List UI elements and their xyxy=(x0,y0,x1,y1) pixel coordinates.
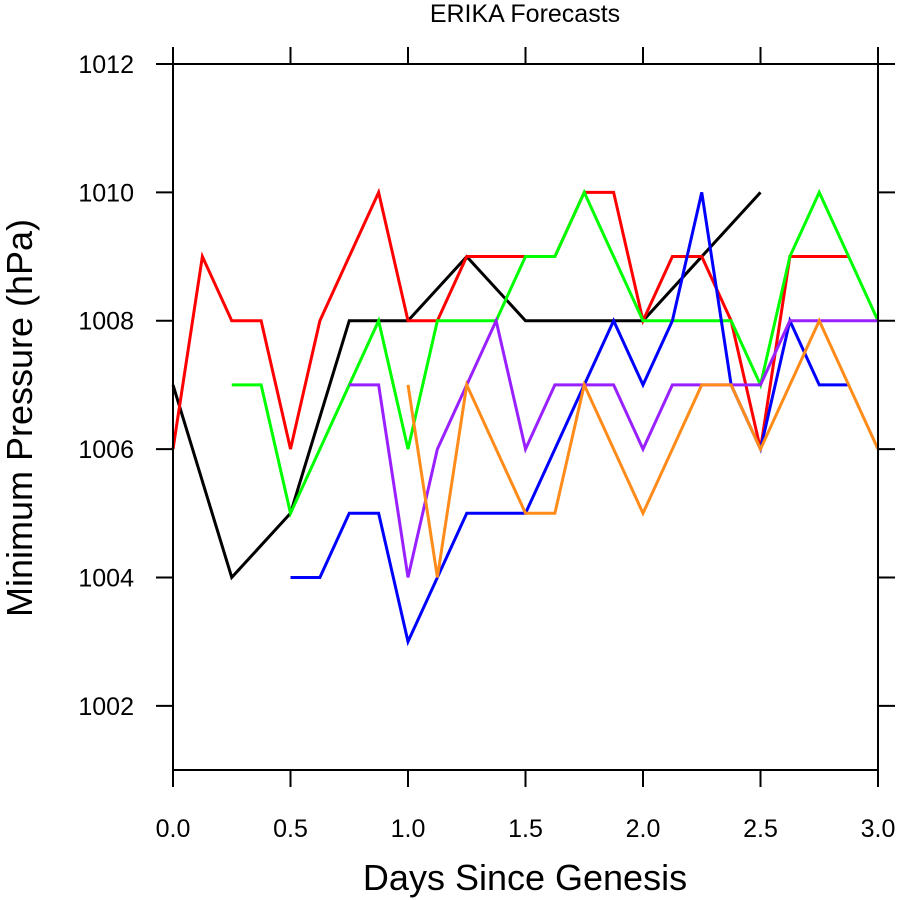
ticks-layer xyxy=(156,47,895,787)
x-axis-title: Days Since Genesis xyxy=(363,857,687,898)
series-line-3 xyxy=(231,188,880,518)
x-tick-label: 0.0 xyxy=(156,815,191,843)
x-tick-label: 2.5 xyxy=(743,815,778,843)
x-tick-labels: 0.0 0.5 1.0 1.5 2.0 2.5 3.0 xyxy=(156,815,896,843)
series-layer xyxy=(171,187,880,647)
series-line-6 xyxy=(406,317,880,578)
chart-title: ERIKA Forecasts xyxy=(430,0,620,28)
y-tick-labels: 1002 1004 1006 1008 1010 1012 xyxy=(78,51,134,721)
x-tick-label: 1.5 xyxy=(508,815,543,843)
x-tick-label: 3.0 xyxy=(861,815,896,843)
plot-frame xyxy=(172,63,879,771)
series-line-5 xyxy=(349,316,878,578)
x-tick-label: 0.5 xyxy=(273,815,308,843)
y-tick-label: 1006 xyxy=(78,436,134,464)
y-axis-title: Minimum Pressure (hPa) xyxy=(0,219,40,617)
y-tick-label: 1004 xyxy=(78,564,134,592)
y-tick-label: 1008 xyxy=(78,308,134,336)
y-tick-label: 1012 xyxy=(78,51,134,79)
x-tick-label: 2.0 xyxy=(626,815,661,843)
series-line-2 xyxy=(171,187,849,450)
y-tick-label: 1002 xyxy=(78,693,134,721)
y-tick-label: 1010 xyxy=(78,179,134,207)
x-tick-label: 1.0 xyxy=(391,815,426,843)
